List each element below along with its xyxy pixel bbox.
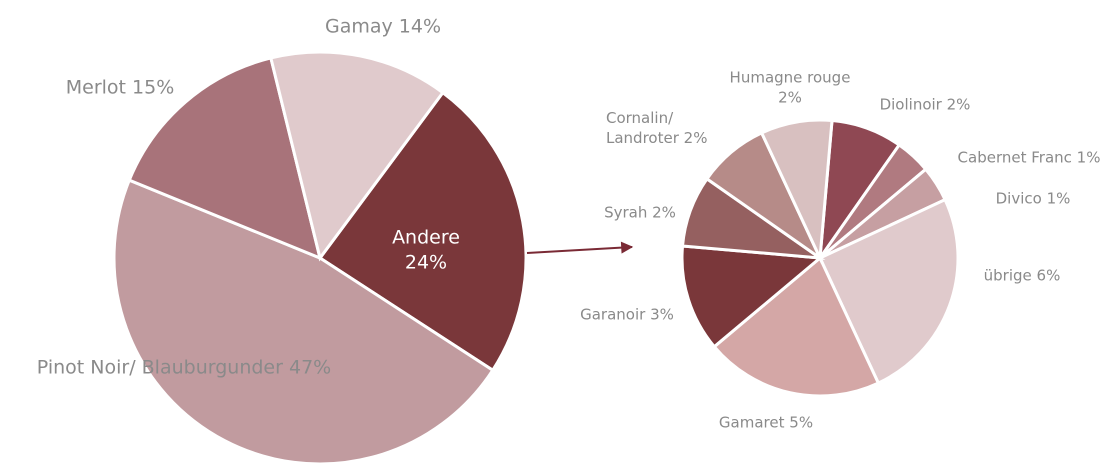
value-label: 1% — [1046, 189, 1071, 208]
slice-label: Merlot 15% — [66, 76, 175, 101]
slice-label: Diolinoir 2% — [880, 95, 971, 115]
pie-slice — [680, 244, 824, 349]
connector-arrow — [526, 241, 634, 254]
value-label: 47% — [288, 356, 332, 379]
category-label: Cabernet Franc — [957, 148, 1072, 167]
slices — [112, 50, 960, 466]
value-label: 5% — [789, 413, 814, 432]
slice-label: Cornalin/ Landroter 2% — [606, 109, 716, 148]
slice-label: übrige 6% — [984, 266, 1061, 286]
category-label: Merlot — [65, 76, 126, 99]
category-label: Divico — [995, 189, 1042, 208]
value-label: 15% — [132, 76, 175, 99]
slice-label: Gamay 14% — [325, 15, 441, 40]
slice-label: Cabernet Franc 1% — [958, 148, 1101, 168]
value-label: 1% — [1076, 148, 1101, 167]
value-label: 24% — [404, 251, 448, 273]
value-label: 2% — [778, 88, 802, 106]
category-label: Garanoir — [580, 305, 646, 324]
category-label: übrige — [983, 266, 1032, 285]
value-label: 2% — [652, 203, 676, 222]
category-label: Diolinoir — [879, 95, 942, 114]
slice-label: Syrah 2% — [604, 203, 676, 223]
pie-slice — [269, 50, 445, 262]
value-label: 3% — [650, 305, 674, 324]
value-label: 6% — [1036, 266, 1061, 285]
category-label: Syrah — [604, 203, 648, 222]
slice-label: Andere 24% — [392, 225, 460, 274]
value-label: 2% — [946, 95, 971, 114]
pie-slice — [759, 118, 834, 264]
pie-slice — [712, 255, 881, 398]
pie-slice — [317, 90, 528, 373]
value-label: 14% — [398, 15, 442, 38]
category-label: Andere — [392, 226, 460, 249]
category-label: Gamaret — [718, 413, 785, 432]
pie-slice — [127, 56, 323, 261]
slice-label: Gamaret 5% — [719, 413, 813, 433]
slice-label: Humagne rouge 2% — [725, 69, 855, 108]
category-label: Gamay — [324, 15, 393, 38]
slice-label: Garanoir 3% — [580, 305, 674, 325]
category-label: Pinot Noir/ Blauburgunder — [36, 356, 283, 379]
category-label: Cornalin/ Landroter — [606, 109, 679, 147]
category-label: Humagne rouge — [729, 68, 851, 87]
value-label: 2% — [683, 128, 708, 147]
pie-slice — [818, 197, 960, 386]
slice-label: Divico 1% — [996, 189, 1071, 209]
slice-label: Pinot Noir/ Blauburgunder 47% — [37, 356, 331, 381]
pie-slice — [112, 178, 495, 466]
